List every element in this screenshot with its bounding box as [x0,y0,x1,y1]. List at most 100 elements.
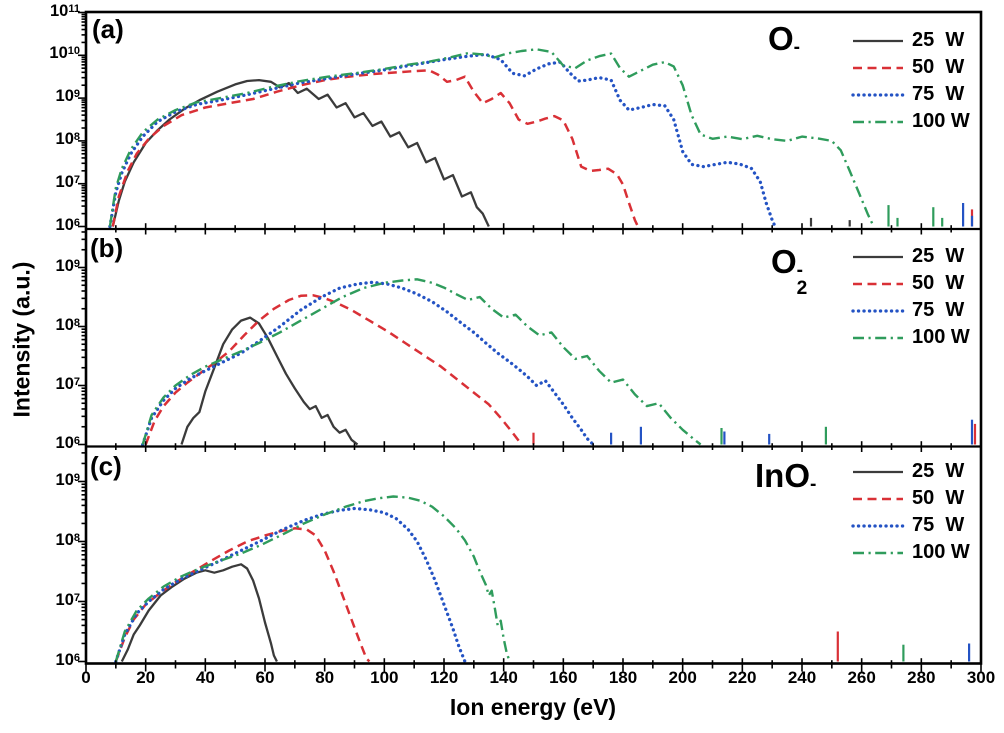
x-axis-title: Ion energy (eV) [449,694,617,720]
legend-row: 50 W [851,485,1001,512]
y-tick-label: 1011 [50,1,80,20]
legend-sample-line-solid [853,255,903,258]
x-tick-label: 140 [489,668,518,687]
panel-c-species-label: InO - [755,459,816,511]
curve-25W-panel-a [111,78,490,227]
curve-50W-panel-a [111,69,640,228]
x-tick-label: 40 [195,668,215,687]
legend-sample-line-solid [853,470,903,473]
legend-row: 25 W [851,458,1001,485]
panel-a-species-label: O- [768,22,800,74]
legend-sample-line-dashed [853,282,903,285]
panel-b-letter: (b) [90,233,124,263]
species-base: O [771,243,797,280]
legend-row: 100 W [851,108,1001,135]
curve-25W-panel-c [120,563,278,663]
legend-label: 50 W [912,487,965,509]
legend-label: 50 W [912,56,965,78]
plot-frame [84,10,983,665]
panel-c-letter: (c) [90,451,122,481]
legend-row: 50 W [851,270,1001,297]
legend-row: 75 W [851,297,1001,324]
y-tick-label: 106 [55,433,80,452]
y-tick-label: 106 [55,650,80,669]
legend-row: 25 W [851,243,1001,270]
species-base: O [768,20,794,57]
legend-sample-line-dashdot [853,120,903,123]
x-tick-label: 160 [549,668,578,687]
x-tick-label: 0 [81,668,91,687]
species-superscript: - [810,473,817,495]
curve-100W-panel-a [108,48,875,228]
legend-label: 75 W [912,514,965,536]
x-tick-label: 180 [608,668,638,687]
legend-row: 25 W [851,27,1001,54]
legend-row: 100 W [851,324,1001,351]
legend-label: 75 W [912,299,965,321]
panel-b-curves [141,278,977,446]
legend-sample-line-dashdot [853,336,903,339]
species-superscript: - [796,259,804,281]
panel-a-letter: (a) [92,14,124,44]
panel-c-curves [114,495,971,663]
y-tick-label: 107 [55,172,80,191]
x-tick-label: 220 [728,668,757,687]
y-tick-label: 109 [55,470,80,489]
legend-row: 100 W [851,539,1001,566]
legend-sample-line-solid [853,39,903,42]
y-tick-label: 106 [55,215,80,234]
legend-label: 25 W [912,245,965,267]
y-tick-label: 108 [55,129,80,148]
legend-label: 100 W [912,541,970,563]
x-tick-label: 120 [429,668,459,687]
species-base: InO [755,457,810,494]
legend-row: 75 W [851,512,1001,539]
y-tick-label: 109 [55,256,80,275]
x-tick-label: 240 [787,668,817,687]
species-subscript: 2 [796,278,808,300]
legend-label: 100 W [912,326,970,348]
legend-row: 50 W [851,54,1001,81]
curve-25W-panel-b [180,316,359,446]
curve-75W-panel-c [114,506,467,663]
panel-b-species-label: O-2 [771,243,808,300]
legend-sample-line-dashed [853,497,903,500]
panel-c-legend: 25 W 50 W 75 W 100 W [851,458,1001,566]
legend-sample-line-dashdot [853,551,903,554]
legend-label: 100 W [912,110,970,132]
panel-a-legend: 25 W 50 W 75 W 100 W [851,27,1001,135]
x-tick-label: 260 [847,668,876,687]
y-tick-label: 108 [55,315,80,334]
x-tick-label: 200 [668,668,697,687]
y-tick-label: 108 [55,530,80,549]
panel-a-curves [108,48,974,228]
x-tick-label: 20 [136,668,156,687]
x-tick-label: 100 [370,668,399,687]
curve-100W-panel-b [141,278,702,446]
legend-label: 50 W [912,272,965,294]
y-tick-label: 107 [55,590,80,609]
legend-row: 75 W [851,81,1001,108]
curve-75W-panel-b [141,280,595,446]
curve-50W-panel-b [144,293,523,446]
y-tick-label: 107 [55,374,80,393]
y-axis-title: Intensity (a.u.) [8,261,35,418]
curve-50W-panel-c [114,527,371,663]
legend-sample-line-dotted [851,308,905,313]
x-tick-label: 280 [907,668,936,687]
legend-sample-line-dotted [851,92,905,97]
legend-label: 25 W [912,460,965,482]
panel-b-legend: 25 W 50 W 75 W 100 W [851,243,1001,351]
legend-sample-line-dashed [853,66,903,69]
y-tick-label: 1010 [49,44,80,63]
x-tick-label: 60 [255,668,275,687]
curve-75W-panel-a [108,52,777,228]
x-tick-label: 300 [966,668,996,687]
legend-label: 25 W [912,29,965,51]
y-tick-label: 109 [55,87,80,106]
species-superscript: - [793,36,801,58]
legend-label: 75 W [912,83,965,105]
legend-sample-line-dotted [851,523,905,528]
